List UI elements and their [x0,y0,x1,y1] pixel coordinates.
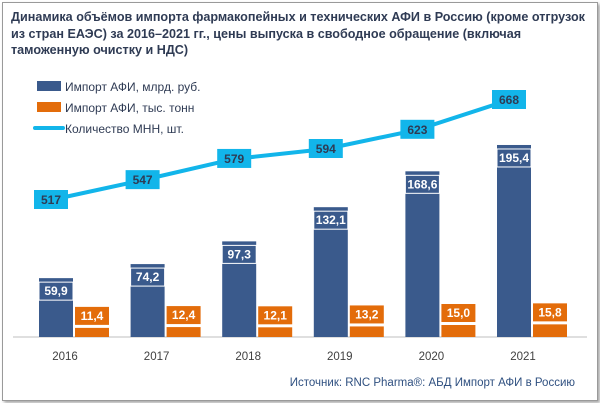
x-tick-label: 2016 [52,351,78,363]
x-tick-label: 2017 [144,351,170,363]
legend-swatch-import-rub [37,81,61,91]
bar-import-rub [497,144,531,337]
bar-import-tonnes-label-box [258,306,293,325]
line-mnn-label-box [34,190,68,209]
legend-entry: Импорт АФИ, тыс. тонн [65,101,194,115]
bar-import-tonnes-label-box [166,306,201,325]
line-mnn-label: 623 [407,123,427,137]
chart-source: Источник: RNC Pharma®: АБД Импорт АФИ в … [289,377,575,389]
bar-import-rub-label-box [496,148,532,168]
bar-import-tonnes-label: 12,1 [264,308,288,322]
line-mnn-label: 517 [41,193,61,207]
line-mnn-label: 668 [499,93,519,107]
bar-import-rub-label: 195,4 [499,151,529,165]
bar-import-tonnes [533,324,567,337]
x-tick-label: 2018 [235,351,261,363]
bar-import-tonnes-label-box [349,305,384,324]
bar-import-tonnes-label: 13,2 [355,307,379,321]
bar-import-tonnes [75,327,109,337]
x-tick-label: 2020 [419,351,445,363]
bar-import-tonnes-label: 11,4 [81,309,104,323]
legend-swatch-import-tonnes [37,102,61,112]
bar-import-tonnes-label: 12,4 [172,308,196,322]
line-mnn-label-box [492,90,526,109]
line-mnn [49,98,511,202]
bar-import-rub [405,171,440,337]
line-mnn-label-box [400,119,435,139]
bar-import-rub-label-box [221,244,257,264]
line-mnn-label-box [217,148,252,168]
bar-import-rub-label: 168,6 [407,177,437,191]
chart-title: Динамика объёмов импорта фармакопейных и… [11,10,585,57]
bar-import-rub-label-box [130,267,166,287]
bar-import-rub-label-box [404,174,440,194]
line-mnn-label-box [308,139,343,159]
chart-svg: 59,9 11,4 2016 74,2 12,4 2017 97,3 12,1 2018 132,… [13,80,587,363]
x-tick-label: 2021 [510,351,536,363]
bar-import-tonnes [166,327,201,337]
legend-entry: Количество МНН, шт. [65,122,184,136]
bar-import-tonnes-label: 15,8 [538,305,562,319]
line-mnn-label: 579 [224,152,244,166]
bar-import-tonnes [349,326,384,337]
bar-import-rub-label-box [38,281,74,301]
line-mnn-label: 547 [133,173,153,187]
bar-import-tonnes-label-box [75,306,109,325]
bar-import-tonnes [441,325,476,337]
bar-import-rub-label: 74,2 [136,270,160,284]
line-mnn-label-box [125,170,160,190]
bar-import-rub-label: 97,3 [228,247,252,261]
bar-import-tonnes [258,327,293,337]
line-mnn-label: 594 [316,142,336,156]
bar-import-rub-label-box [313,210,349,230]
bar-import-tonnes-label: 15,0 [447,306,471,320]
bar-import-rub-label: 132,1 [316,213,346,227]
bar-import-tonnes-label-box [533,303,567,322]
x-tick-label: 2019 [327,351,353,363]
legend-entry: Импорт АФИ, млрд. руб. [65,80,201,94]
bar-import-rub-label: 59,9 [44,284,68,298]
bar-import-tonnes-label-box [441,304,476,322]
